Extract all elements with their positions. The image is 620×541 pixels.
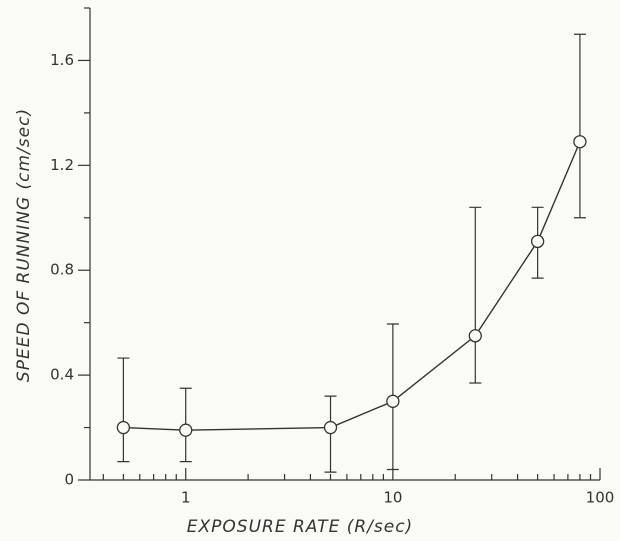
point	[468, 329, 482, 343]
point	[116, 420, 131, 435]
point	[323, 420, 338, 435]
point	[179, 423, 193, 437]
x-tick-label: 10	[383, 489, 402, 507]
y-tick-label: 0.4	[50, 366, 74, 384]
x-axis-label: EXPOSURE RATE (R/sec)	[187, 517, 413, 537]
x-tick-label: 1	[181, 489, 191, 507]
y-axis-label: SPEED OF RUNNING (cm/sec)	[14, 108, 34, 382]
y-tick-label: 0.8	[50, 261, 74, 279]
error-bar	[469, 206, 482, 384]
error-bar	[573, 33, 586, 219]
error-bar	[117, 357, 130, 463]
x-tick-label: 100	[586, 489, 615, 507]
point	[573, 135, 587, 149]
point	[530, 234, 545, 249]
y-tick-label: 1.6	[50, 51, 74, 69]
point	[386, 394, 400, 408]
line	[123, 141, 581, 431]
y-tick-label: 1.2	[50, 156, 74, 174]
y-tick-label: 0	[64, 471, 74, 489]
